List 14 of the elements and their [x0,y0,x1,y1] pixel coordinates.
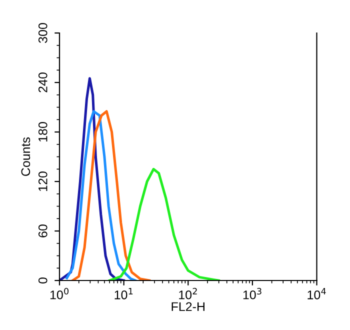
y-tick-label: 300 [38,23,48,43]
y-tick-label: 120 [38,172,48,191]
x-tick-label: 10$^{3}$ [243,288,262,300]
x-tick-label: 10$^{4}$ [308,288,326,300]
line-series [66,110,136,280]
x-tick-label: 10$^{1}$ [114,288,133,300]
y-axis-title: Counts [21,137,30,176]
y-tick-label: 180 [38,122,48,142]
y-tick-label: 60 [38,224,48,238]
x-tick-label: 10$^{0}$ [50,288,69,300]
y-tick-label: 0 [38,278,48,284]
y-tick-label: 240 [38,72,48,92]
x-tick-label: 10$^{2}$ [179,288,197,300]
x-axis-title: FL2-H [172,302,204,311]
